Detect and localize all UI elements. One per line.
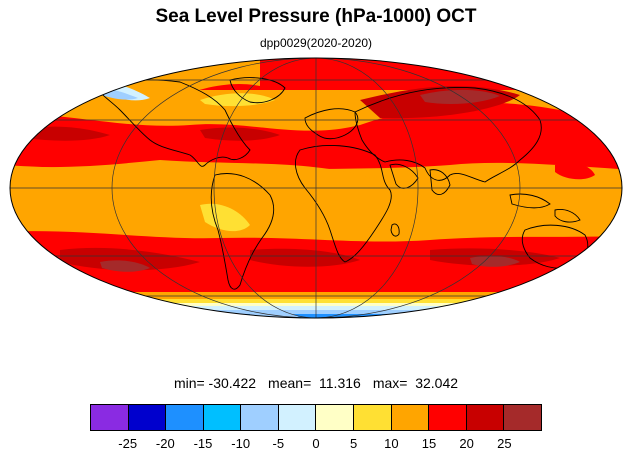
- statistics-line: min= -30.422 mean= 11.316 max= 32.042: [0, 375, 632, 391]
- colorbar-tick-label: -10: [231, 436, 251, 451]
- europe-outline: [304, 108, 359, 140]
- graticule: [10, 58, 622, 318]
- colorbar-ticks: -25 -20 -15 -10 -5 0 5 10 15 20 25: [90, 436, 542, 452]
- colorbar-segment: [166, 405, 204, 430]
- south-atlantic-high: [250, 248, 360, 267]
- circumpolar-trough: [0, 318, 632, 324]
- azores-high: [200, 127, 280, 141]
- colorbar-tick-label: 0: [312, 436, 320, 451]
- north-america-outline: [94, 79, 251, 167]
- indian-ocean-high-core: [470, 255, 520, 267]
- amundsen-low: [60, 320, 220, 332]
- indian-sector-low: [300, 317, 520, 318]
- madagascar-outline: [390, 223, 400, 237]
- colorbar-segment: [128, 405, 167, 430]
- colorbar-segment: [203, 405, 242, 430]
- colorbar-tick-label: 20: [459, 436, 474, 451]
- stat-mean: mean= 11.316: [268, 375, 361, 391]
- colorbar-tick-label: -15: [193, 436, 213, 451]
- colorbar-tick-label: 15: [421, 436, 437, 451]
- world-map: [0, 57, 632, 332]
- stat-min: min= -30.422: [173, 375, 257, 391]
- stat-max: max= 32.042: [372, 375, 459, 391]
- indonesia-outline: [509, 193, 551, 209]
- colorbar-tick-label: -5: [272, 436, 285, 451]
- india-outline: [429, 169, 451, 196]
- colorbar-segment: [466, 405, 505, 430]
- colorbar-tick-label: 10: [384, 436, 399, 451]
- colorbar: [90, 404, 542, 431]
- colorbar-segment: [429, 405, 467, 430]
- west-pacific-high: [555, 163, 595, 180]
- africa-outline: [294, 145, 392, 263]
- chart-title: Sea Level Pressure (hPa-1000) OCT: [155, 6, 477, 27]
- colorbar-segment: [504, 405, 541, 430]
- chart-subtitle: dpp0029(2020-2020): [259, 36, 373, 50]
- siberian-high-core: [420, 89, 500, 104]
- coastlines: [19, 77, 613, 318]
- colorbar-tick-label: 5: [350, 436, 358, 451]
- colorbar-segment: [91, 405, 129, 430]
- south-america-outline: [210, 173, 275, 290]
- colorbar-segment: [278, 405, 317, 430]
- colorbar-tick-label: -25: [118, 436, 138, 451]
- colorbar-tick-label: -20: [155, 436, 175, 451]
- south-pacific-high-core: [100, 260, 150, 272]
- colorbar-segment: [241, 405, 279, 430]
- colorbar-segment: [316, 405, 355, 430]
- new-guinea-outline: [554, 209, 581, 223]
- globe-border: [9, 57, 623, 319]
- south-pacific-high: [60, 247, 200, 271]
- asia-outline: [354, 87, 542, 183]
- colorbar-segment: [391, 405, 430, 430]
- colorbar-tick-label: 25: [497, 436, 512, 451]
- colorbar-segment: [354, 405, 392, 430]
